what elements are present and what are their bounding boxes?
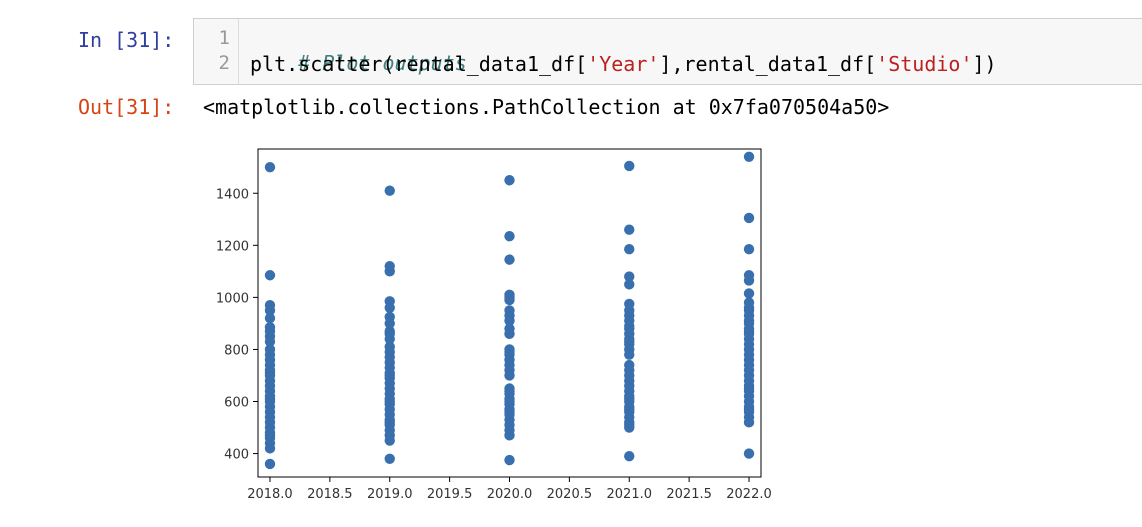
data-point	[385, 435, 395, 445]
input-prompt: In [31]:	[78, 28, 174, 52]
code-token: ])	[972, 52, 996, 76]
y-tick-label: 800	[224, 343, 249, 358]
data-point	[504, 396, 514, 406]
x-tick-label: 2020.0	[487, 487, 533, 502]
data-point	[744, 275, 754, 285]
data-point	[744, 383, 754, 393]
code-token: plt.scatter(rental_data1_df[	[250, 52, 587, 76]
data-point	[744, 417, 754, 427]
data-point	[624, 224, 634, 234]
data-point	[385, 417, 395, 427]
data-point	[744, 448, 754, 458]
data-point	[624, 321, 634, 331]
data-point	[385, 266, 395, 276]
line-number-2: 2	[194, 52, 230, 74]
data-point	[624, 349, 634, 359]
data-point	[504, 175, 514, 185]
x-tick-label: 2018.5	[307, 487, 353, 502]
data-point	[385, 303, 395, 313]
output-prompt: Out[31]:	[78, 95, 174, 119]
data-point	[385, 185, 395, 195]
data-point	[265, 270, 275, 280]
data-point	[504, 254, 514, 264]
code-token: ],rental_data1_df[	[659, 52, 876, 76]
data-point	[504, 407, 514, 417]
scatter-plot: 2018.0 2018.5 2019.0 2019.5 2020.0 2020.5 2021…	[195, 140, 775, 515]
data-point	[265, 459, 275, 469]
data-point	[504, 292, 514, 302]
y-tick-label: 400	[224, 448, 249, 463]
data-point	[624, 161, 634, 171]
data-point	[624, 279, 634, 289]
data-point	[504, 370, 514, 380]
data-point	[624, 451, 634, 461]
data-point	[504, 430, 514, 440]
data-point	[265, 305, 275, 315]
data-point	[504, 386, 514, 396]
output-text: <matplotlib.collections.PathCollection a…	[203, 95, 889, 119]
data-point	[504, 231, 514, 241]
data-point	[385, 396, 395, 406]
data-point	[504, 455, 514, 465]
data-point	[744, 326, 754, 336]
code-line-2[interactable]: plt.scatter(rental_data1_df['Year'],rent…	[250, 52, 997, 76]
data-point	[265, 430, 275, 440]
data-point	[265, 162, 275, 172]
data-point	[504, 310, 514, 320]
data-point	[624, 244, 634, 254]
line-number-gutter: 1 2	[194, 19, 239, 84]
data-point	[504, 329, 514, 339]
data-point	[265, 326, 275, 336]
x-tick-label: 2021.0	[607, 487, 653, 502]
data-point	[744, 244, 754, 254]
data-point	[624, 336, 634, 346]
data-point	[744, 152, 754, 162]
y-tick-label: 1200	[216, 239, 249, 254]
data-point	[624, 404, 634, 414]
code-string-year: 'Year'	[587, 52, 659, 76]
data-point	[744, 288, 754, 298]
data-point	[744, 305, 754, 315]
data-point	[624, 394, 634, 404]
code-cell-editor[interactable]: 1 2 # Plot outputs plt.scatter(rental_da…	[193, 18, 1142, 85]
y-tick-label: 600	[224, 396, 249, 411]
x-tick-label: 2019.0	[367, 487, 413, 502]
y-tick-label: 1000	[216, 291, 249, 306]
data-point	[624, 305, 634, 315]
x-tick-label: 2020.5	[547, 487, 593, 502]
data-point	[624, 420, 634, 430]
data-point	[265, 443, 275, 453]
data-point	[385, 370, 395, 380]
data-point	[385, 329, 395, 339]
data-point	[265, 394, 275, 404]
data-point	[504, 347, 514, 357]
y-tick-label: 1400	[216, 187, 249, 202]
data-point	[265, 368, 275, 378]
data-point	[744, 316, 754, 326]
data-point	[744, 213, 754, 223]
line-number-1: 1	[194, 27, 230, 49]
x-tick-label: 2021.5	[666, 487, 712, 502]
x-tick-label: 2019.5	[427, 487, 473, 502]
x-tick-label: 2022.0	[726, 487, 772, 502]
x-tick-label: 2018.0	[247, 487, 293, 502]
data-point	[744, 404, 754, 414]
data-point	[385, 454, 395, 464]
code-string-studio: 'Studio'	[876, 52, 972, 76]
